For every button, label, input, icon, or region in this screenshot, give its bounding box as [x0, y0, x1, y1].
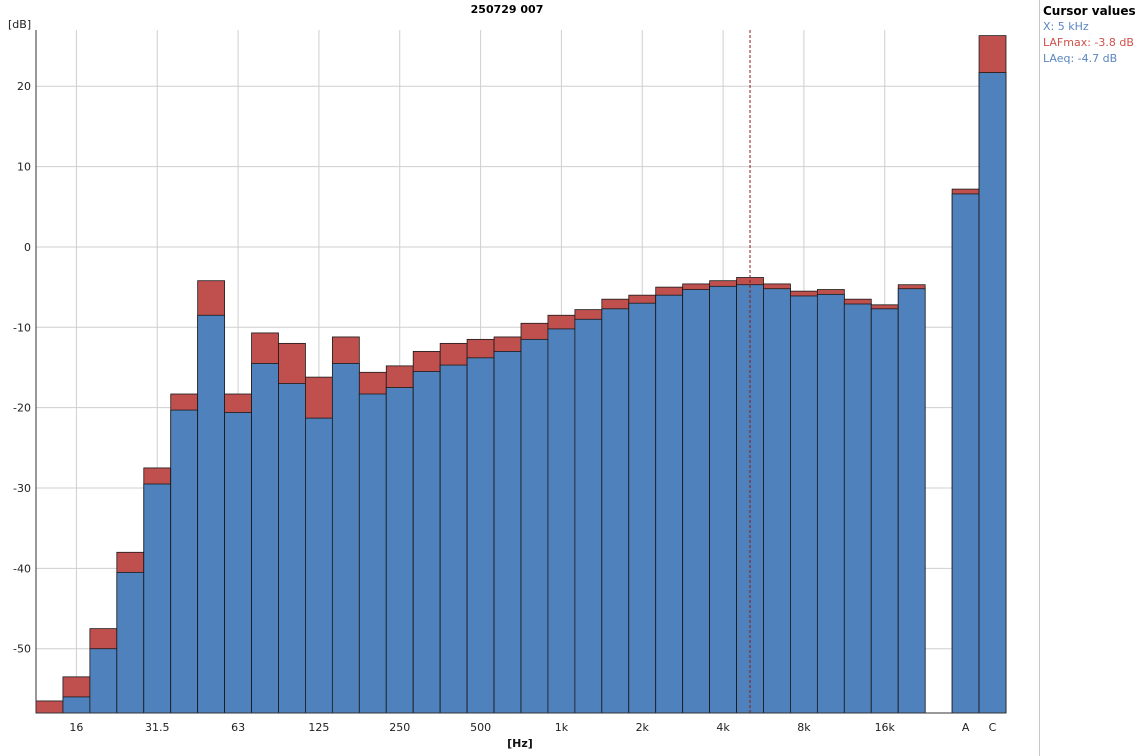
bar-laeq — [843, 303, 872, 714]
bar-laeq — [709, 285, 737, 714]
bar-laeq — [170, 409, 199, 714]
bar-laeq — [385, 387, 414, 714]
bar-laeq — [870, 308, 899, 714]
bar-laeq — [574, 318, 603, 714]
bar-laeq — [628, 302, 657, 714]
y-tick-label: 0 — [24, 241, 31, 254]
x-tick-label: 8k — [797, 721, 811, 734]
y-tick-label: -40 — [13, 562, 31, 575]
y-tick-label: -20 — [13, 402, 31, 415]
bar-laeq — [978, 72, 1007, 714]
x-tick-label: 16k — [875, 721, 896, 734]
y-tick-label: -30 — [13, 482, 31, 495]
y-tick-labels: 20 10 0 -10 -20 -30 -40 -50 — [13, 80, 31, 655]
x-tick-label: 16 — [69, 721, 83, 734]
x-tick-label: 31.5 — [145, 721, 170, 734]
bar-laeq — [197, 314, 226, 714]
bar-laeq — [601, 308, 630, 714]
y-tick-label: 10 — [17, 161, 31, 174]
bar-laeq — [62, 696, 91, 714]
bar-laeq — [439, 364, 468, 714]
bar-laeq — [143, 483, 172, 714]
bar-laeq — [116, 571, 145, 714]
bar-laeq — [358, 393, 387, 714]
bar-laeq — [278, 383, 306, 714]
bar-lafmax — [35, 700, 64, 714]
x-tick-labels: 16 31.5 63 125 250 500 1k 2k 4k 8k 16k A C — [69, 721, 996, 734]
bar-laeq — [547, 328, 576, 714]
bar-laeq — [897, 288, 926, 714]
cursor-values-panel: Cursor values X: 5 kHz LAFmax: -3.8 dB L… — [1039, 0, 1143, 756]
bar-laeq — [951, 193, 980, 714]
bar-laeq — [466, 357, 495, 714]
bar-laeq — [736, 284, 764, 714]
x-tick-label: 1k — [555, 721, 569, 734]
y-axis-unit-label: [dB] — [8, 18, 31, 31]
y-tick-label: -50 — [13, 643, 31, 656]
x-tick-label: A — [962, 721, 970, 734]
bar-laeq — [224, 412, 252, 714]
x-tick-label: 500 — [470, 721, 491, 734]
bar-laeq — [816, 293, 845, 714]
cursor-lafmax-value: LAFmax: -3.8 dB — [1043, 36, 1134, 49]
bar-laeq — [412, 371, 441, 714]
bar-laeq — [251, 363, 279, 714]
bar-laeq — [520, 338, 549, 714]
x-tick-label: 63 — [231, 721, 245, 734]
bar-laeq — [682, 289, 711, 714]
cursor-laeq-value: LAeq: -4.7 dB — [1043, 52, 1118, 65]
x-tick-label: 4k — [716, 721, 730, 734]
x-tick-label: C — [989, 721, 997, 734]
bar-laeq — [89, 648, 118, 714]
bar-series — [35, 35, 1007, 714]
bar-laeq — [493, 351, 522, 714]
x-tick-label: 125 — [308, 721, 329, 734]
chart-title: 250729 007 — [471, 3, 544, 16]
x-axis-unit-label: [Hz] — [507, 737, 533, 750]
x-tick-label: 250 — [389, 721, 410, 734]
bar-laeq — [305, 417, 333, 714]
bar-laeq — [790, 295, 818, 714]
bar-laeq — [331, 363, 360, 714]
cursor-values-title: Cursor values — [1043, 4, 1136, 18]
bar-laeq — [763, 288, 791, 714]
x-tick-label: 2k — [636, 721, 650, 734]
y-tick-label: 20 — [17, 80, 31, 93]
cursor-x-value: X: 5 kHz — [1043, 20, 1089, 33]
y-tick-label: -10 — [13, 321, 31, 334]
axes — [35, 30, 1006, 714]
bar-laeq — [655, 294, 684, 714]
